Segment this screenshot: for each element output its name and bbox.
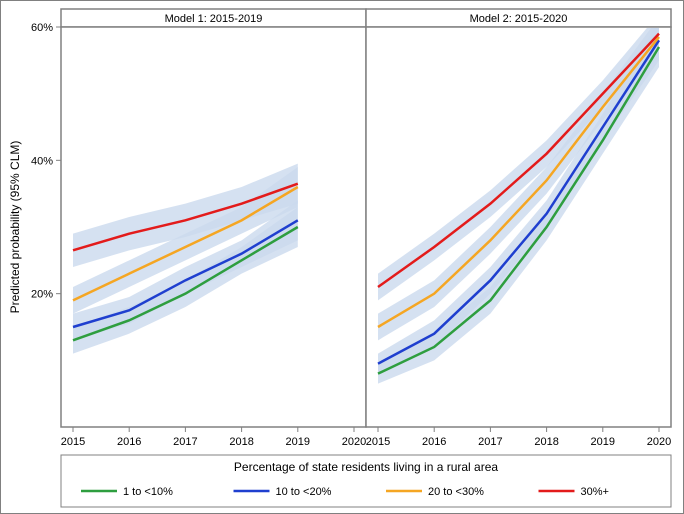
- panel-title: Model 2: 2015-2020: [470, 13, 568, 25]
- legend-title: Percentage of state residents living in …: [234, 460, 498, 474]
- x-tick-label: 2016: [422, 436, 446, 448]
- panel-title: Model 1: 2015-2019: [165, 13, 263, 25]
- x-tick-label: 2019: [591, 436, 615, 448]
- x-tick-label: 2015: [366, 436, 390, 448]
- y-axis-label: Predicted probability (95% CLM): [8, 141, 22, 314]
- legend-label: 1 to <10%: [123, 486, 173, 498]
- chart-svg: Predicted probability (95% CLM) 20% 40% 60%…: [1, 1, 683, 513]
- x-tick-label: 2015: [61, 436, 85, 448]
- x-tick-label: 2016: [117, 436, 141, 448]
- y-tick-label: 40%: [31, 155, 53, 167]
- legend-label: 20 to <30%: [428, 486, 484, 498]
- y-tick-label: 60%: [31, 22, 53, 34]
- x-tick-label: 2020: [342, 436, 366, 448]
- x-tick-label: 2017: [173, 436, 197, 448]
- x-tick-label: 2018: [229, 436, 253, 448]
- legend: Percentage of state residents living in …: [61, 455, 671, 507]
- x-tick-label: 2020: [647, 436, 671, 448]
- legend-label: 10 to <20%: [276, 486, 332, 498]
- x-tick-label: 2018: [534, 436, 558, 448]
- x-tick-label: 2019: [286, 436, 310, 448]
- y-tick-label: 20%: [31, 289, 53, 301]
- chart-container: Predicted probability (95% CLM) 20% 40% 60%…: [0, 0, 684, 514]
- legend-label: 30%+: [581, 486, 609, 498]
- x-tick-label: 2017: [478, 436, 502, 448]
